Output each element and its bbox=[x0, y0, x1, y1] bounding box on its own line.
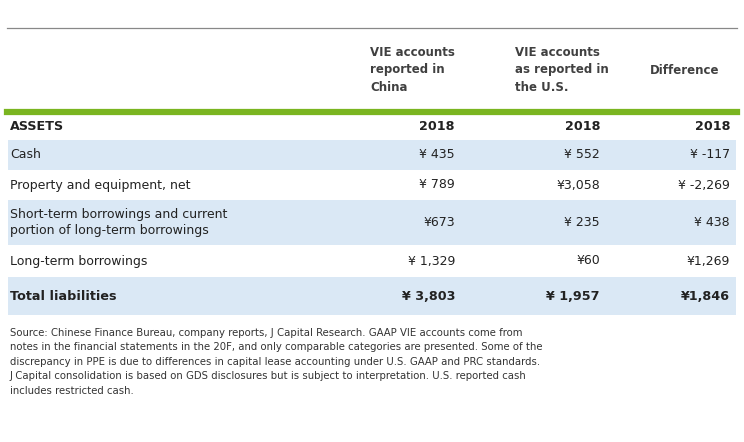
Text: ¥1,846: ¥1,846 bbox=[681, 290, 730, 302]
Text: ¥60: ¥60 bbox=[577, 255, 600, 267]
Text: 2018: 2018 bbox=[694, 119, 730, 133]
Text: Cash: Cash bbox=[10, 149, 41, 161]
Text: ¥ 435: ¥ 435 bbox=[420, 149, 455, 161]
Bar bbox=[8, 170, 736, 200]
Bar bbox=[8, 277, 736, 315]
Text: Short-term borrowings and current
portion of long-term borrowings: Short-term borrowings and current portio… bbox=[10, 208, 228, 237]
Text: ¥ 438: ¥ 438 bbox=[694, 216, 730, 229]
Text: ¥ 1,329: ¥ 1,329 bbox=[408, 255, 455, 267]
Text: ASSETS: ASSETS bbox=[10, 119, 64, 133]
Text: Total liabilities: Total liabilities bbox=[10, 290, 117, 302]
Text: ¥ -117: ¥ -117 bbox=[690, 149, 730, 161]
Text: Property and equipment, net: Property and equipment, net bbox=[10, 179, 190, 191]
Bar bbox=[8, 200, 736, 245]
Text: 2018: 2018 bbox=[420, 119, 455, 133]
Text: ¥673: ¥673 bbox=[423, 216, 455, 229]
Bar bbox=[8, 140, 736, 170]
Text: ¥ 789: ¥ 789 bbox=[420, 179, 455, 191]
Text: VIE accounts
reported in
China: VIE accounts reported in China bbox=[370, 46, 455, 94]
Text: ¥ 552: ¥ 552 bbox=[564, 149, 600, 161]
Text: ¥ 1,957: ¥ 1,957 bbox=[547, 290, 600, 302]
Text: Source: Chinese Finance Bureau, company reports, J Capital Research. GAAP VIE ac: Source: Chinese Finance Bureau, company … bbox=[10, 328, 542, 396]
Text: ¥ -2,269: ¥ -2,269 bbox=[678, 179, 730, 191]
Bar bbox=[8, 112, 736, 140]
Text: ¥ 235: ¥ 235 bbox=[565, 216, 600, 229]
Text: 2018: 2018 bbox=[565, 119, 600, 133]
Text: VIE accounts
as reported in
the U.S.: VIE accounts as reported in the U.S. bbox=[515, 46, 609, 94]
Text: Long-term borrowings: Long-term borrowings bbox=[10, 255, 147, 267]
Text: ¥3,058: ¥3,058 bbox=[557, 179, 600, 191]
Text: ¥1,269: ¥1,269 bbox=[687, 255, 730, 267]
Bar bbox=[8, 245, 736, 277]
Text: Difference: Difference bbox=[650, 64, 719, 76]
Text: ¥ 3,803: ¥ 3,803 bbox=[402, 290, 455, 302]
